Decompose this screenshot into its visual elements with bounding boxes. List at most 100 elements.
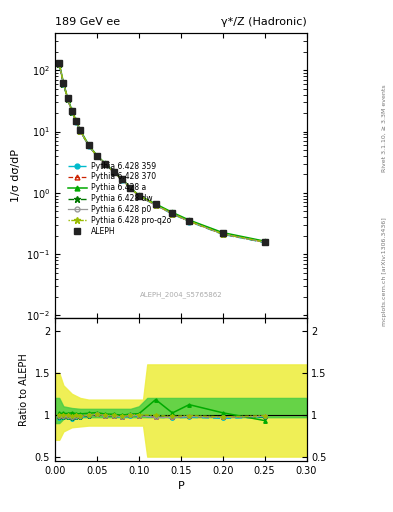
- Pythia 6.428 p0: [61, 80, 66, 87]
- Pythia 6.428 dw: [187, 218, 191, 224]
- Text: 189 GeV ee: 189 GeV ee: [55, 16, 120, 27]
- Pythia 6.428 370: [103, 161, 108, 167]
- Pythia 6.428 a: [153, 201, 158, 207]
- Pythia 6.428 370: [65, 95, 70, 101]
- ALEPH: [86, 142, 91, 148]
- Pythia 6.428 359: [65, 96, 70, 102]
- Pythia 6.428 a: [220, 229, 225, 236]
- Pythia 6.428 359: [153, 202, 158, 208]
- X-axis label: P: P: [177, 481, 184, 491]
- Pythia 6.428 a: [95, 153, 99, 159]
- Pythia 6.428 pro-q2o: [61, 80, 66, 86]
- Pythia 6.428 a: [128, 185, 133, 191]
- ALEPH: [128, 185, 133, 191]
- Pythia 6.428 p0: [187, 218, 191, 224]
- ALEPH: [65, 95, 70, 101]
- Y-axis label: Ratio to ALEPH: Ratio to ALEPH: [19, 353, 29, 426]
- Pythia 6.428 359: [73, 119, 78, 125]
- Pythia 6.428 p0: [70, 108, 74, 114]
- Pythia 6.428 p0: [128, 185, 133, 191]
- Pythia 6.428 370: [57, 60, 62, 67]
- ALEPH: [70, 108, 74, 114]
- Pythia 6.428 pro-q2o: [65, 95, 70, 101]
- Pythia 6.428 p0: [95, 153, 99, 159]
- ALEPH: [78, 127, 83, 133]
- Pythia 6.428 pro-q2o: [70, 108, 74, 114]
- Pythia 6.428 370: [170, 211, 175, 217]
- Pythia 6.428 dw: [220, 231, 225, 237]
- Pythia 6.428 p0: [103, 161, 108, 167]
- Pythia 6.428 a: [103, 160, 108, 166]
- Pythia 6.428 370: [128, 185, 133, 191]
- Pythia 6.428 370: [70, 108, 74, 114]
- ALEPH: [120, 176, 125, 182]
- Line: Pythia 6.428 359: Pythia 6.428 359: [57, 62, 267, 245]
- Pythia 6.428 359: [262, 240, 267, 246]
- Text: γ*/Z (Hadronic): γ*/Z (Hadronic): [221, 16, 307, 27]
- Pythia 6.428 359: [128, 185, 133, 191]
- Pythia 6.428 359: [111, 169, 116, 176]
- Pythia 6.428 p0: [170, 211, 175, 217]
- Pythia 6.428 dw: [128, 185, 133, 191]
- ALEPH: [262, 239, 267, 245]
- ALEPH: [220, 230, 225, 236]
- Pythia 6.428 pro-q2o: [128, 185, 133, 191]
- Pythia 6.428 359: [220, 231, 225, 238]
- Line: Pythia 6.428 p0: Pythia 6.428 p0: [57, 61, 267, 245]
- Text: mcplots.cern.ch [arXiv:1306.3436]: mcplots.cern.ch [arXiv:1306.3436]: [382, 217, 387, 326]
- Pythia 6.428 370: [136, 193, 141, 199]
- ALEPH: [170, 210, 175, 216]
- Pythia 6.428 pro-q2o: [153, 201, 158, 207]
- Pythia 6.428 a: [73, 117, 78, 123]
- Pythia 6.428 359: [187, 219, 191, 225]
- Line: Pythia 6.428 a: Pythia 6.428 a: [57, 60, 267, 244]
- ALEPH: [103, 161, 108, 167]
- Pythia 6.428 p0: [120, 176, 125, 182]
- Pythia 6.428 pro-q2o: [86, 142, 91, 148]
- Pythia 6.428 p0: [136, 193, 141, 199]
- Pythia 6.428 pro-q2o: [136, 193, 141, 199]
- Pythia 6.428 dw: [111, 169, 116, 176]
- Pythia 6.428 a: [111, 168, 116, 175]
- ALEPH: [111, 169, 116, 175]
- Pythia 6.428 p0: [86, 142, 91, 148]
- Pythia 6.428 359: [103, 161, 108, 167]
- Pythia 6.428 a: [78, 127, 83, 133]
- Pythia 6.428 370: [120, 176, 125, 182]
- Y-axis label: 1/σ dσ/dP: 1/σ dσ/dP: [11, 150, 21, 202]
- Line: Pythia 6.428 dw: Pythia 6.428 dw: [56, 61, 268, 245]
- Pythia 6.428 a: [262, 238, 267, 244]
- Pythia 6.428 dw: [136, 193, 141, 199]
- Pythia 6.428 dw: [95, 153, 99, 159]
- Line: ALEPH: ALEPH: [56, 60, 268, 245]
- Line: Pythia 6.428 pro-q2o: Pythia 6.428 pro-q2o: [56, 60, 268, 245]
- Pythia 6.428 a: [120, 176, 125, 182]
- Pythia 6.428 pro-q2o: [103, 161, 108, 167]
- Pythia 6.428 a: [61, 79, 66, 86]
- Pythia 6.428 a: [136, 193, 141, 199]
- Pythia 6.428 359: [120, 177, 125, 183]
- Pythia 6.428 370: [86, 142, 91, 148]
- Pythia 6.428 370: [73, 118, 78, 124]
- ALEPH: [73, 118, 78, 124]
- Text: ALEPH_2004_S5765862: ALEPH_2004_S5765862: [140, 292, 222, 298]
- Pythia 6.428 370: [262, 239, 267, 245]
- Pythia 6.428 pro-q2o: [220, 231, 225, 237]
- Pythia 6.428 370: [61, 80, 66, 87]
- Pythia 6.428 359: [57, 61, 62, 68]
- Pythia 6.428 dw: [170, 210, 175, 217]
- Pythia 6.428 359: [78, 128, 83, 134]
- Pythia 6.428 359: [95, 153, 99, 159]
- Legend: Pythia 6.428 359, Pythia 6.428 370, Pythia 6.428 a, Pythia 6.428 dw, Pythia 6.42: Pythia 6.428 359, Pythia 6.428 370, Pyth…: [66, 160, 173, 238]
- ALEPH: [95, 153, 99, 159]
- Pythia 6.428 p0: [111, 169, 116, 175]
- Pythia 6.428 p0: [220, 231, 225, 237]
- Pythia 6.428 a: [65, 95, 70, 101]
- Pythia 6.428 370: [95, 153, 99, 159]
- Pythia 6.428 p0: [65, 95, 70, 101]
- Pythia 6.428 dw: [153, 202, 158, 208]
- Pythia 6.428 a: [57, 60, 62, 66]
- Pythia 6.428 p0: [57, 60, 62, 67]
- Pythia 6.428 pro-q2o: [57, 60, 62, 67]
- Pythia 6.428 370: [187, 218, 191, 224]
